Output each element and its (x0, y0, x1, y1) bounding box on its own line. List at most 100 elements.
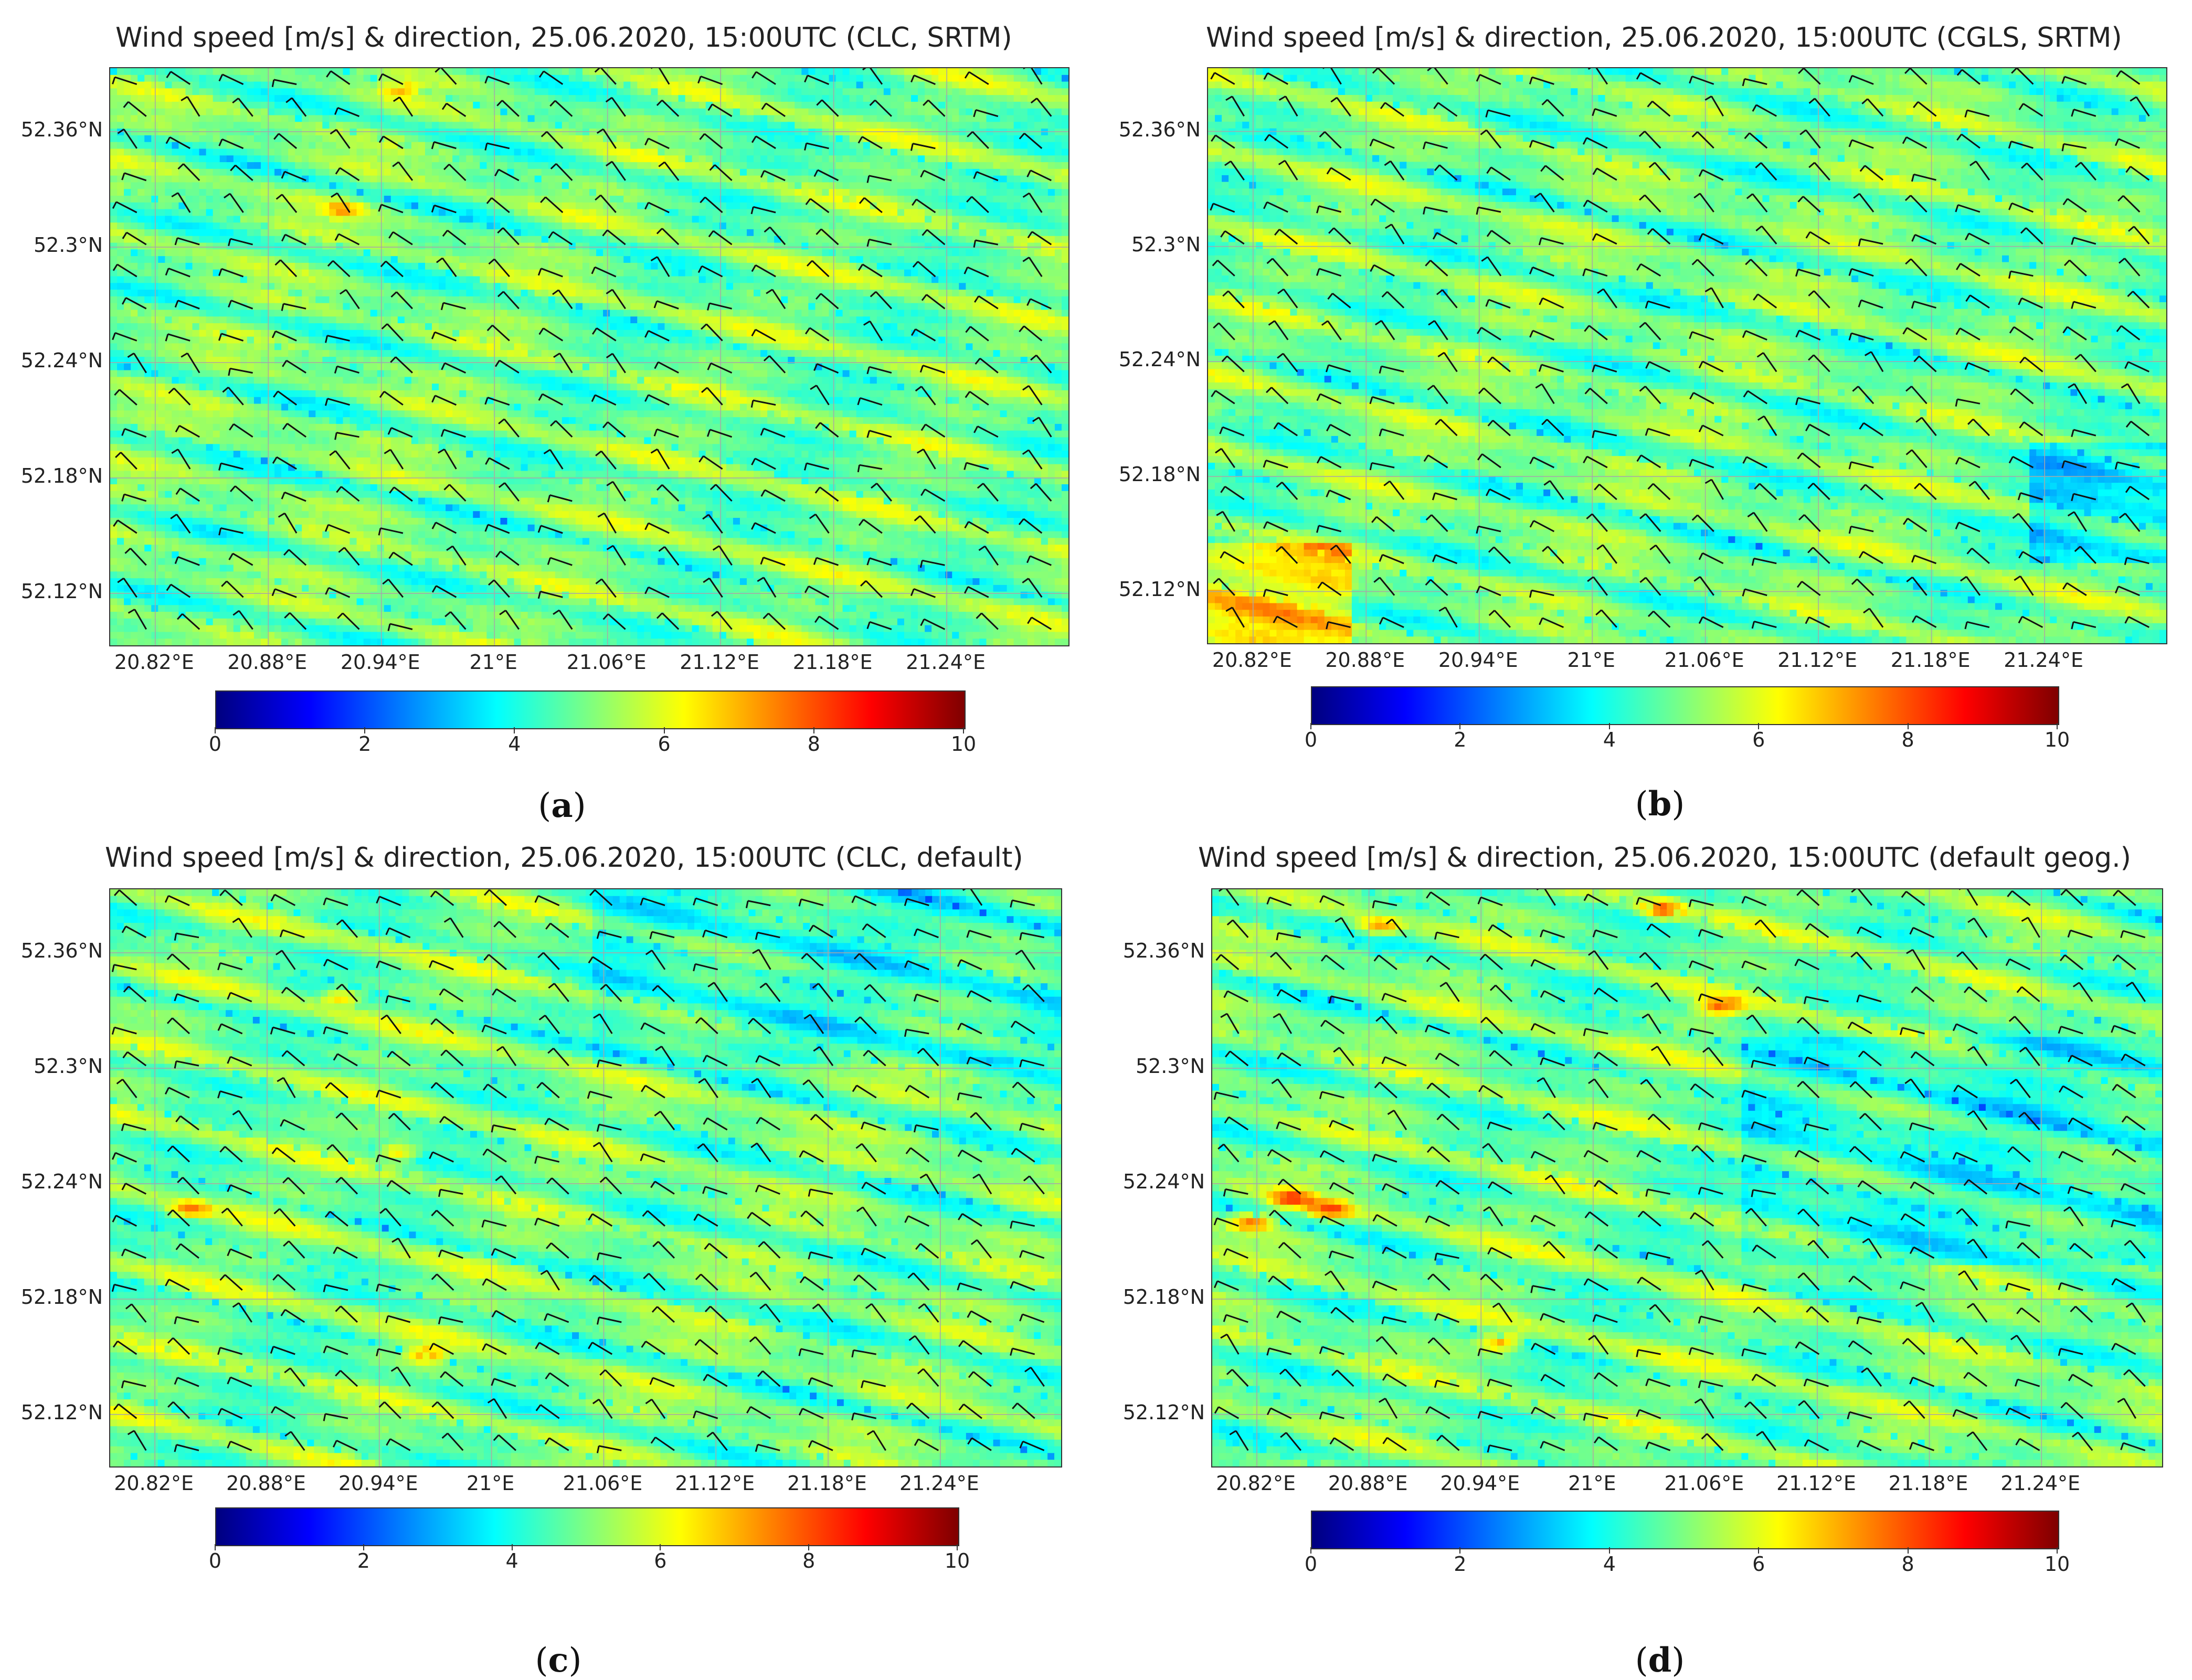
colorbar-tick-label: 4 (1603, 1553, 1616, 1576)
lon-label: 21.12°E (1776, 1472, 1856, 1495)
lon-label: 21.24°E (2004, 648, 2083, 672)
panel-title: Wind speed [m/s] & direction, 25.06.2020… (105, 842, 1023, 874)
lat-label: 52.12°N (0, 580, 103, 603)
lat-label: 52.3°N (0, 233, 103, 257)
colorbar-tick-label: 4 (1603, 728, 1616, 751)
panel-a: Wind speed [m/s] & direction, 25.06.2020… (0, 0, 1096, 838)
colorbar-tick-label: 6 (654, 1549, 666, 1572)
colorbar-tick-label: 8 (1902, 728, 1914, 751)
colorbar-tick (2057, 723, 2058, 729)
panel-c: Wind speed [m/s] & direction, 25.06.2020… (0, 838, 1096, 1676)
panel-letter-text: c (548, 1641, 569, 1680)
colorbar-tick (1459, 1547, 1460, 1554)
colorbar-tick-label: 8 (802, 1549, 815, 1572)
panel-letter: (d) (1635, 1641, 1685, 1680)
colorbar-tick (1908, 1547, 1909, 1554)
colorbar-tick (1908, 723, 1909, 729)
colorbar-tick-label: 6 (1752, 1553, 1765, 1576)
colorbar-tick-label: 8 (1902, 1553, 1914, 1576)
lon-label: 20.94°E (338, 1472, 418, 1495)
lon-label: 20.82°E (114, 1472, 194, 1495)
wind-speed-map (1207, 67, 2167, 644)
lon-label: 21.12°E (1777, 648, 1857, 672)
lon-label: 21.06°E (563, 1472, 643, 1495)
colorbar-tick-label: 4 (508, 732, 521, 756)
colorbar-tick-label: 2 (1454, 1553, 1466, 1576)
colorbar-tick-label: 0 (209, 732, 221, 756)
wind-speed-raster (110, 889, 1061, 1466)
colorbar (215, 690, 966, 729)
colorbar-tick-label: 2 (358, 732, 371, 756)
wind-speed-map (109, 888, 1062, 1468)
lon-label: 21.06°E (567, 651, 647, 674)
lon-label: 21.18°E (787, 1472, 867, 1495)
wind-field-svg (110, 889, 1061, 1466)
lon-label: 21.06°E (1665, 648, 1744, 672)
lat-label: 52.3°N (0, 1055, 103, 1078)
lat-label: 52.24°N (0, 349, 103, 372)
colorbar-tick (808, 1544, 809, 1550)
colorbar-tick-label: 0 (209, 1549, 221, 1572)
wind-speed-map (1211, 888, 2163, 1468)
lat-label: 52.3°N (1096, 233, 1201, 256)
colorbar-tick (963, 727, 964, 733)
wind-field-svg (1208, 68, 2166, 643)
lon-label: 21.24°E (906, 651, 986, 674)
colorbar-tick (957, 1544, 958, 1550)
colorbar-tick-label: 6 (658, 732, 671, 756)
lon-label: 20.88°E (1328, 1472, 1408, 1495)
colorbar-tick (1609, 723, 1610, 729)
lon-label: 20.94°E (1440, 1472, 1520, 1495)
lat-label: 52.12°N (1100, 1401, 1205, 1424)
lat-label: 52.12°N (1096, 578, 1201, 601)
colorbar-tick-label: 2 (357, 1549, 370, 1572)
colorbar-tick-label: 0 (1305, 1553, 1317, 1576)
lat-label: 52.36°N (0, 118, 103, 141)
colorbar-tick (514, 727, 515, 733)
lon-label: 21.12°E (680, 651, 759, 674)
panel-title: Wind speed [m/s] & direction, 25.06.2020… (1198, 842, 2131, 874)
panel-d: Wind speed [m/s] & direction, 25.06.2020… (1096, 838, 2191, 1676)
panel-letter: (c) (535, 1641, 582, 1680)
lon-label: 20.88°E (226, 1472, 306, 1495)
lon-label: 21.18°E (1889, 1472, 1968, 1495)
panel-letter-text: b (1648, 784, 1672, 824)
colorbar-tick-label: 10 (951, 732, 976, 756)
colorbar-tick (664, 727, 665, 733)
colorbar (215, 1507, 959, 1546)
colorbar-tick-label: 6 (1752, 728, 1765, 751)
lon-label: 21.18°E (793, 651, 873, 674)
colorbar-tick (1310, 1547, 1311, 1554)
colorbar-tick (512, 1544, 513, 1550)
colorbar-tick (660, 1544, 661, 1550)
colorbar (1311, 1511, 2059, 1549)
colorbar-tick-label: 10 (2045, 1553, 2070, 1576)
colorbar-tick-label: 4 (506, 1549, 518, 1572)
wind-speed-raster (1208, 68, 2166, 643)
colorbar-tick-label: 8 (808, 732, 820, 756)
colorbar-tick (813, 727, 814, 733)
colorbar-tick (215, 727, 216, 733)
lon-label: 21°E (470, 651, 517, 674)
lat-label: 52.18°N (1096, 463, 1201, 486)
colorbar-tick-label: 2 (1454, 728, 1466, 751)
wind-field-svg (110, 68, 1068, 645)
lat-label: 52.36°N (0, 939, 103, 962)
lat-label: 52.36°N (1100, 939, 1205, 962)
panel-letter-text: d (1648, 1641, 1672, 1680)
lat-label: 52.18°N (0, 464, 103, 487)
lon-label: 20.82°E (1216, 1472, 1296, 1495)
panel-letter: (b) (1635, 784, 1685, 824)
colorbar-tick-label: 10 (2045, 728, 2070, 751)
panel-letter-text: a (551, 786, 573, 825)
colorbar-tick-label: 10 (945, 1549, 970, 1572)
lat-label: 52.24°N (1096, 348, 1201, 371)
lon-label: 21.12°E (675, 1472, 755, 1495)
lon-label: 21.24°E (899, 1472, 979, 1495)
colorbar-tick (364, 727, 365, 733)
wind-speed-map (109, 67, 1069, 646)
lat-label: 52.18°N (0, 1285, 103, 1309)
lon-label: 21°E (467, 1472, 514, 1495)
wind-speed-raster (110, 68, 1068, 645)
panel-title: Wind speed [m/s] & direction, 25.06.2020… (115, 22, 1012, 54)
